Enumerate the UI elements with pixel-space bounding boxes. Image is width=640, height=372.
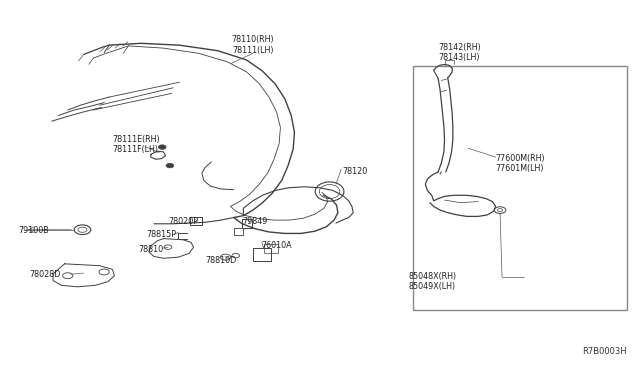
Text: 78142(RH): 78142(RH) — [438, 42, 481, 51]
Text: 78810D: 78810D — [205, 256, 236, 265]
Text: 78815P: 78815P — [147, 230, 176, 239]
Circle shape — [166, 163, 173, 168]
Text: 85048X(RH): 85048X(RH) — [408, 272, 456, 281]
Text: 78111(LH): 78111(LH) — [232, 46, 274, 55]
Circle shape — [159, 145, 166, 149]
Text: 78810: 78810 — [138, 245, 163, 254]
Text: 79100B: 79100B — [19, 226, 49, 235]
Text: 78020P: 78020P — [168, 217, 198, 226]
Text: 79849: 79849 — [242, 217, 268, 226]
Text: 78143(LH): 78143(LH) — [438, 52, 479, 61]
Text: 77600M(RH): 77600M(RH) — [495, 154, 545, 163]
Text: 78120: 78120 — [342, 167, 367, 176]
Text: 78111E(RH): 78111E(RH) — [113, 135, 160, 144]
Text: R7B0003H: R7B0003H — [582, 347, 627, 356]
Text: 78028D: 78028D — [29, 270, 61, 279]
Text: 85049X(LH): 85049X(LH) — [408, 282, 455, 291]
Text: 77601M(LH): 77601M(LH) — [495, 164, 544, 173]
Text: 78110(RH): 78110(RH) — [232, 35, 275, 44]
Text: 76010A: 76010A — [261, 241, 292, 250]
Text: 78111F(LH): 78111F(LH) — [113, 145, 159, 154]
